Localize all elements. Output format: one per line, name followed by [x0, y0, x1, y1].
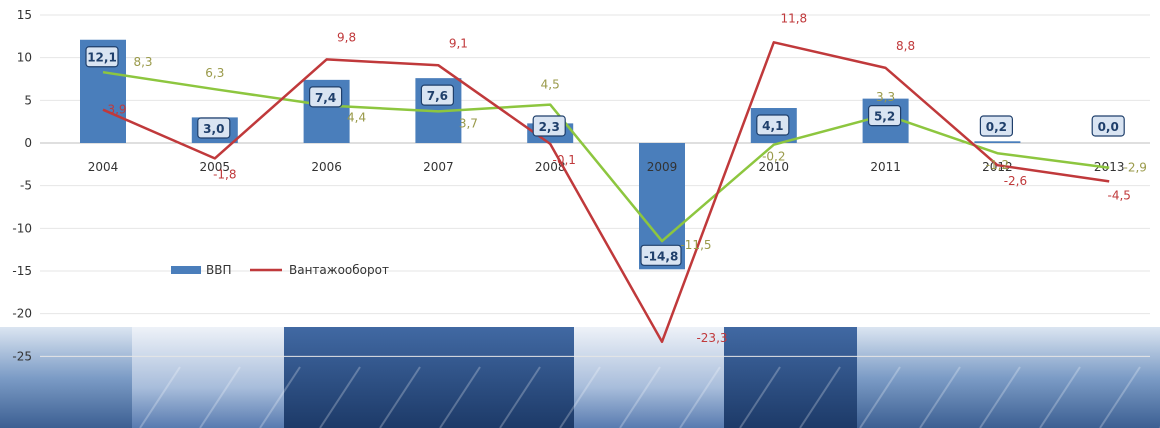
gdp-label-box: [640, 244, 682, 266]
gdp-data-label: 4,1: [762, 119, 783, 133]
gdp-data-label: 3,0: [203, 122, 224, 136]
x-category-label: 2008: [535, 160, 566, 174]
photo-texture: [559, 366, 601, 428]
photo-texture: [139, 366, 181, 428]
y-axis-ticks: 15 10 5 0 -5 -10 -15 -20 -25: [12, 8, 32, 363]
legend-label-cargo: Вантажооборот: [289, 263, 389, 277]
green-series-line: [102, 70, 1110, 243]
x-category-label: 2006: [311, 160, 342, 174]
gdp-label-box: [867, 105, 902, 127]
green-data-label: 3,3: [876, 90, 895, 104]
y-tick-label: 10: [17, 51, 32, 65]
photo-panel: [434, 327, 574, 428]
gdp-label-box: [309, 86, 343, 108]
green-data-label: 8,3: [133, 55, 152, 69]
gdp-bar: [974, 141, 1021, 143]
photo-texture: [919, 366, 961, 428]
legend-label-gdp: ВВП: [206, 263, 232, 277]
green-data-label: -2,9: [1123, 161, 1146, 175]
legend: ВВП Вантажооборот: [171, 263, 389, 277]
line-series: [102, 41, 1110, 344]
photo-panel: [724, 327, 857, 428]
photo-texture: [1039, 366, 1081, 428]
cargo-data-label: -4,5: [1107, 188, 1130, 202]
y-tick-label: -10: [12, 221, 32, 235]
gdp-label-box: [756, 114, 790, 136]
gdp-data-label: 2,3: [539, 120, 560, 134]
gdp-data-label: 7,4: [315, 91, 336, 105]
x-category-label: 2004: [88, 160, 119, 174]
gdp-data-label: 5,2: [874, 110, 895, 124]
x-category-label: 2005: [200, 160, 231, 174]
x-category-label: 2010: [759, 160, 790, 174]
photo-texture: [739, 366, 781, 428]
green-data-label: -0,2: [762, 150, 785, 164]
cargo-data-label: 9,8: [337, 30, 356, 44]
x-category-label: 2009: [647, 160, 678, 174]
cargo-turnover-line: [102, 41, 1110, 344]
data-labels: 12,1 3,0 7,4 7,6 2,3 -14,8 4,1 5,2 0,2 0,0 3,9 -1,8…: [85, 11, 1147, 345]
gdp-label-box: [420, 84, 454, 106]
cargo-data-label: 8,8: [896, 39, 915, 53]
x-axis-categories: 2004 2005 2006 2007 2008 2009 2010 2011 2012 2013: [88, 160, 1125, 174]
photo-strip: [0, 327, 1160, 428]
gdp-data-label: 7,6: [427, 89, 448, 103]
photo-texture: [259, 366, 301, 428]
cargo-data-label: -23,3: [696, 331, 727, 345]
cargo-data-label: 9,1: [449, 36, 468, 50]
photo-texture: [379, 366, 421, 428]
photo-texture: [799, 366, 841, 428]
photo-texture: [619, 366, 661, 428]
y-tick-label: 0: [24, 136, 32, 150]
x-category-label: 2007: [423, 160, 454, 174]
cargo-data-label: -1,8: [213, 167, 236, 181]
green-data-label: 4,5: [541, 78, 560, 92]
y-tick-label: -20: [12, 307, 32, 321]
photo-panel: [857, 327, 997, 428]
gdp-label-box: [979, 115, 1014, 137]
photo-texture: [1099, 366, 1141, 428]
cargo-data-label: 3,9: [107, 103, 126, 117]
gdp-label-box: [197, 117, 231, 139]
cargo-data-label: 11,8: [780, 11, 807, 25]
gdp-data-label: 12,1: [87, 51, 117, 65]
y-tick-label: -25: [12, 349, 32, 363]
green-data-label: 4,4: [347, 110, 366, 124]
cargo-data-label: -2,6: [1004, 174, 1027, 188]
x-category-label: 2011: [870, 160, 901, 174]
photo-texture: [499, 366, 541, 428]
x-category-label: 2012: [982, 160, 1013, 174]
y-tick-label: 5: [24, 93, 32, 107]
green-data-label: 6,3: [205, 66, 224, 80]
gdp-label-box: [532, 115, 566, 137]
cargo-data-label: -0,1: [552, 153, 575, 167]
gdp-data-label: 0,2: [986, 120, 1007, 134]
gdp-data-label: 0,0: [1098, 120, 1119, 134]
photo-panel: [284, 327, 434, 428]
y-tick-label: -15: [12, 264, 32, 278]
photo-texture: [859, 366, 901, 428]
y-tick-label: 15: [17, 8, 32, 22]
gdp-label-box: [1091, 115, 1125, 137]
green-data-label: 3,7: [459, 116, 478, 130]
green-data-label: -1,2: [986, 158, 1009, 172]
photo-panel: [574, 327, 724, 428]
green-data-label: -11,5: [680, 238, 711, 252]
photo-panel: [0, 327, 132, 428]
legend-swatch-gdp: [171, 266, 201, 274]
photo-texture: [199, 366, 241, 428]
photo-texture: [979, 366, 1021, 428]
photo-panel: [997, 327, 1160, 428]
gdp-label-box: [85, 46, 119, 68]
photo-panel: [132, 327, 284, 428]
gdp-data-label: -14,8: [644, 249, 679, 263]
y-tick-label: -5: [20, 179, 32, 193]
photo-texture: [319, 366, 361, 428]
photo-texture: [679, 366, 721, 428]
photo-texture: [439, 366, 481, 428]
